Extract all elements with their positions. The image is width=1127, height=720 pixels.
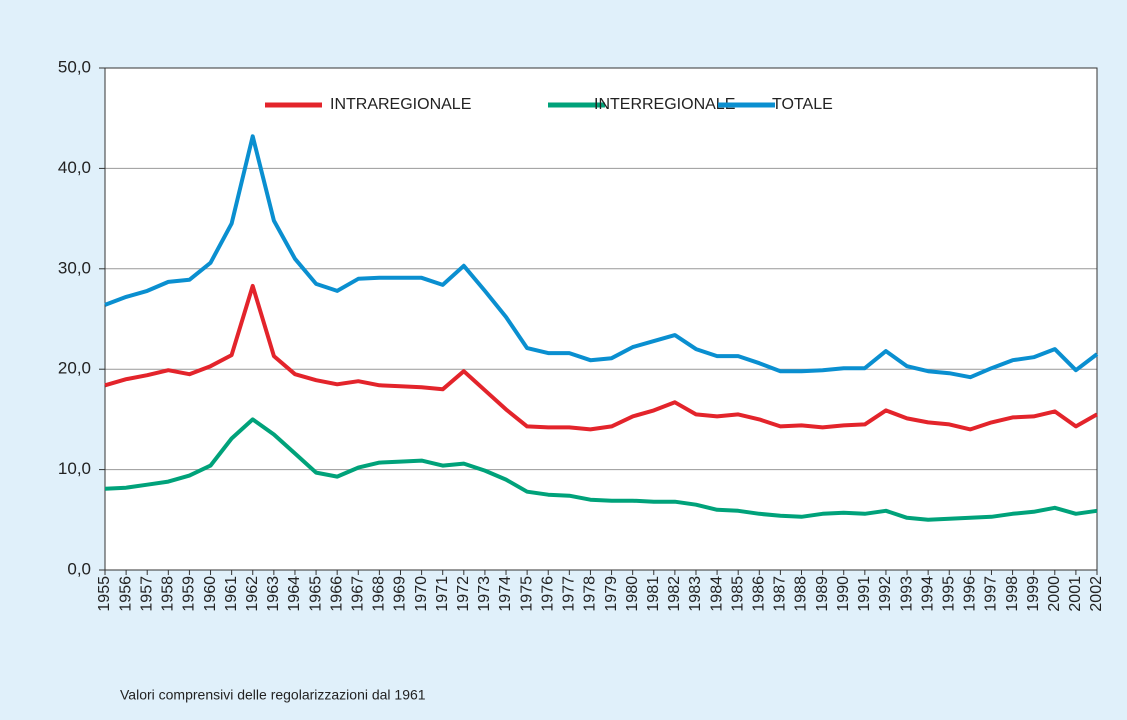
x-tick-label: 1998 [1004, 576, 1021, 612]
x-tick-label: 1988 [793, 576, 810, 612]
x-tick-label: 1965 [307, 576, 324, 612]
x-tick-label: 1991 [856, 576, 873, 612]
series-line [104, 417, 1098, 522]
x-tick-label: 1957 [138, 576, 155, 612]
series-line [104, 283, 1098, 432]
x-tick-label: 1978 [582, 576, 599, 612]
x-tick-label: 1967 [349, 576, 366, 612]
x-tick-label: 1997 [983, 576, 1000, 612]
legend-label: TOTALE [772, 96, 833, 113]
x-tick-label: 1958 [160, 576, 177, 612]
y-tick-label: 40,0 [58, 158, 91, 177]
series-line [104, 134, 1099, 380]
x-tick-label: 1983 [687, 576, 704, 612]
x-tick-label: 1999 [1025, 576, 1042, 612]
x-tick-label: 1966 [328, 576, 345, 612]
legend-label: INTRAREGIONALE [330, 96, 471, 113]
x-tick-label: 1992 [877, 576, 894, 612]
x-tick-label: 1961 [223, 576, 240, 612]
x-tick-label: 1968 [371, 576, 388, 612]
x-tick-label: 1994 [919, 576, 936, 612]
x-tick-label: 1960 [202, 576, 219, 612]
x-tick-label: 1987 [772, 576, 789, 612]
x-tick-label: 1993 [898, 576, 915, 612]
x-tick-label: 1971 [434, 576, 451, 612]
legend-label: INTERREGIONALE [594, 96, 735, 113]
x-tick-label: 1984 [708, 576, 725, 612]
x-tick-label: 1972 [455, 576, 472, 612]
x-tick-label: 2001 [1067, 576, 1084, 612]
x-tick-label: 1969 [392, 576, 409, 612]
x-tick-label: 2000 [1046, 576, 1063, 612]
y-tick-label: 50,0 [58, 57, 91, 76]
x-tick-label: 1973 [476, 576, 493, 612]
x-tick-label: 1974 [497, 576, 514, 612]
x-tick-label: 1980 [624, 576, 641, 612]
plot-area [105, 68, 1097, 570]
x-tick-label: 1985 [729, 576, 746, 612]
note: Valori comprensivi delle regolarizzazion… [120, 687, 426, 703]
x-tick-label: 1977 [561, 576, 578, 612]
x-tick-label: 1963 [265, 576, 282, 612]
plot-border [104, 67, 1098, 571]
x-tick-label: 1979 [603, 576, 620, 612]
x-tick-label: 1956 [117, 576, 134, 612]
y-tick-label: 0,0 [67, 559, 91, 578]
x-tick-label: 1995 [940, 576, 957, 612]
y-tick-label: 20,0 [58, 359, 91, 378]
x-tick-label: 1976 [539, 576, 556, 612]
x-tick-label: 1982 [666, 576, 683, 612]
x-tick-label: 1955 [96, 576, 113, 612]
x-tick-label: 1990 [835, 576, 852, 612]
x-tick-label: 1970 [413, 576, 430, 612]
y-tick-label: 10,0 [58, 459, 91, 478]
x-tick-label: 1975 [518, 576, 535, 612]
x-tick-label: 1989 [814, 576, 831, 612]
x-tick-label: 1996 [962, 576, 979, 612]
x-tick-label: 2002 [1088, 576, 1105, 612]
x-tick-label: 1959 [181, 576, 198, 612]
x-tick-label: 1962 [244, 576, 261, 612]
x-tick-label: 1964 [286, 576, 303, 612]
x-tick-label: 1986 [751, 576, 768, 612]
x-tick-label: 1981 [645, 576, 662, 612]
y-tick-label: 30,0 [58, 258, 91, 277]
